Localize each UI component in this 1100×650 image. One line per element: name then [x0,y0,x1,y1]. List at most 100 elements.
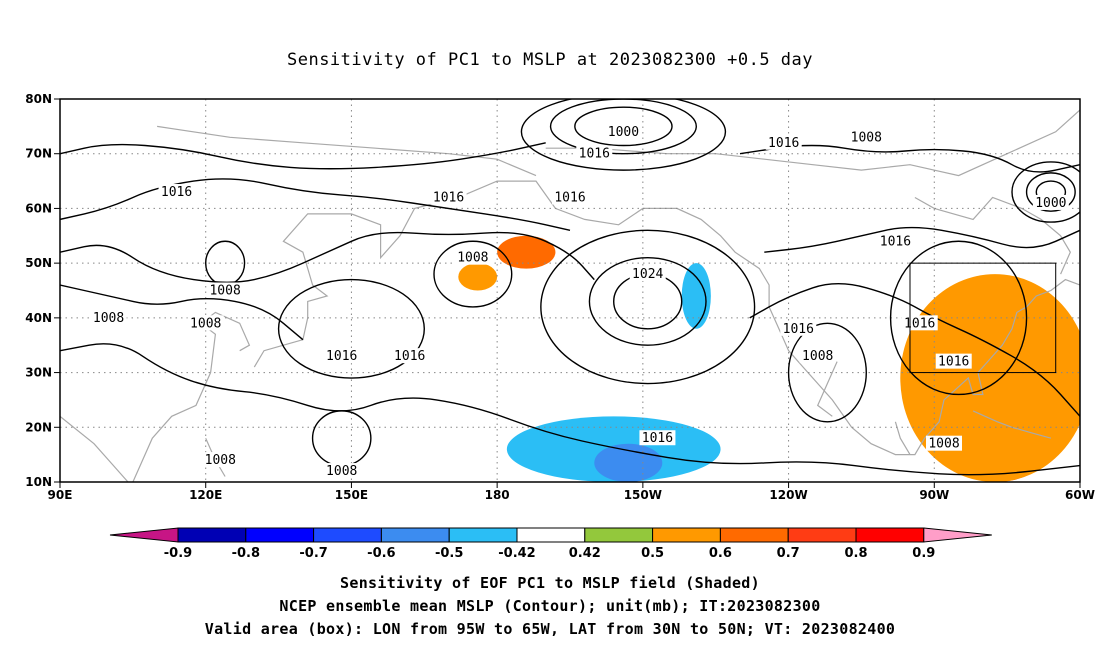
coastline-7 [914,196,1071,275]
contour-label-22: 1008 [326,464,357,479]
contour-label-21: 1008 [205,453,236,468]
colorbar-label-9: 0.7 [777,546,800,561]
colorbar: -0.9 -0.8 -0.7 -0.6 -0.5 -0.42 0.42 0.5 0.6 0.7 0.… [109,527,992,561]
contour-label-9: 1008 [457,251,488,266]
coastline-2 [253,180,1080,456]
contour-label-bg-15 [901,315,938,331]
isobar-contour-layer [60,99,1080,476]
contour-label-0: 1000 [608,125,639,140]
colorbar-segment-4 [448,527,518,543]
contour-label-bg-14 [780,320,817,336]
colorbar-segment-6 [584,527,654,543]
isobar-1000-0 [574,106,673,147]
isobar-1000-7 [1025,172,1076,212]
lon-label-150E: 150E [335,488,368,502]
caption-contour: NCEP ensemble mean MSLP (Contour); unit(… [279,597,821,615]
colorbar-label-0: -0.9 [164,546,192,561]
sensitivity-patch-1 [594,443,663,482]
lat-label-20N: 20N [25,420,52,434]
contour-label-bg-10 [629,266,666,282]
sensitivity-patch-2 [681,263,711,329]
contour-label-bg-13 [187,315,224,331]
contour-label-bg-3 [848,129,885,145]
lon-label-120W: 120W [769,488,807,502]
axis-labels-layer: 10N 20N 30N 40N 50N 60N 70N 80N 90E 120E 150E 180 15… [25,92,1095,502]
contour-label-bg-11 [207,282,244,298]
contour-label-bg-21 [202,452,239,468]
coastline-8 [545,109,1080,177]
contour-label-bg-8 [877,233,914,249]
colorbar-label-11: 0.9 [912,546,935,561]
colorbar-segment-7 [652,527,721,543]
contour-label-bg-12 [90,309,127,325]
caption-shading: Sensitivity of EOF PC1 to MSLP field (Sh… [340,574,760,592]
isobar-line-2 [60,231,595,283]
colorbar-segment-5 [516,527,586,543]
contour-label-3: 1008 [851,130,882,145]
contour-label-bg-1 [576,145,613,161]
colorbar-label-1: -0.8 [232,546,260,561]
lon-label-60W: 60W [1065,488,1095,502]
contour-label-7: 1000 [1035,196,1066,211]
isobar-line-7 [60,284,304,341]
coastline-0 [60,415,129,482]
colorbar-label-8: 0.6 [709,546,732,561]
contour-label-bg-7 [1032,194,1069,210]
isobar-1016-13 [889,240,1028,396]
colorbar-segment-10 [855,527,925,543]
contour-label-10: 1024 [632,267,663,282]
sensitivity-patch-8 [900,274,1080,482]
colorbar-segment-0 [177,527,247,543]
colorbar-label-5: -0.42 [498,546,535,561]
sensitivity-patch-4 [458,263,498,291]
isobar-1008-14 [311,410,372,467]
colorbar-label-7: 0.5 [641,546,664,561]
coastline-9 [157,125,537,177]
contour-label-2: 1016 [768,136,799,151]
lon-label-180: 180 [485,488,510,502]
contour-label-bg-0 [605,123,642,139]
contour-label-5: 1016 [433,190,464,205]
lat-label-40N: 40N [25,311,52,325]
lat-label-50N: 50N [25,256,52,270]
contour-label-13: 1008 [190,316,221,331]
contour-label-18: 1008 [802,349,833,364]
isobar-1024-3 [613,273,683,330]
map-frame [59,98,1081,483]
isobar-1024-4 [588,256,707,346]
contour-label-bg-23 [926,435,962,451]
contour-label-14: 1016 [783,322,814,337]
isobar-1008-1 [549,99,697,155]
colorbar-label-4: -0.5 [435,546,463,561]
contour-label-16: 1016 [326,349,357,364]
contour-label-bg-18 [799,348,836,364]
contour-label-11: 1008 [209,284,240,299]
contour-label-bg-16 [323,348,360,364]
contour-label-20: 1016 [642,431,673,446]
coastline-layer [60,109,1080,482]
isobar-1016-5 [540,229,756,385]
chart-title: Sensitivity of PC1 to MSLP at 2023082300… [286,50,813,70]
contour-label-bg-17 [391,348,428,364]
contour-label-6: 1016 [554,190,585,205]
isobar-1008-8 [1011,161,1080,223]
contour-label-bg-9 [454,249,491,265]
isobar-line-1 [60,178,571,231]
colorbar-segment-8 [719,527,789,543]
contour-label-bg-4 [158,184,195,200]
contour-label-23: 1008 [928,437,959,452]
colorbar-high-triangle [923,527,992,543]
coastline-1 [132,311,251,482]
contour-label-bg-20 [639,430,676,446]
contour-label-bg-5 [430,189,467,205]
valid-area-box [909,262,1057,374]
colorbar-segment-1 [245,527,315,543]
lat-label-70N: 70N [25,147,52,161]
colorbar-label-3: -0.6 [367,546,395,561]
lon-label-120E: 120E [189,488,222,502]
contour-label-19: 1016 [938,355,969,370]
sensitivity-shading-layer [458,235,1080,482]
isobar-label-layer: 1000 1016 1016 1008 1016 1016 1016 1000 1016 1008… [90,123,1069,479]
colorbar-segment-9 [787,527,857,543]
isobar-1008-12 [787,322,867,423]
